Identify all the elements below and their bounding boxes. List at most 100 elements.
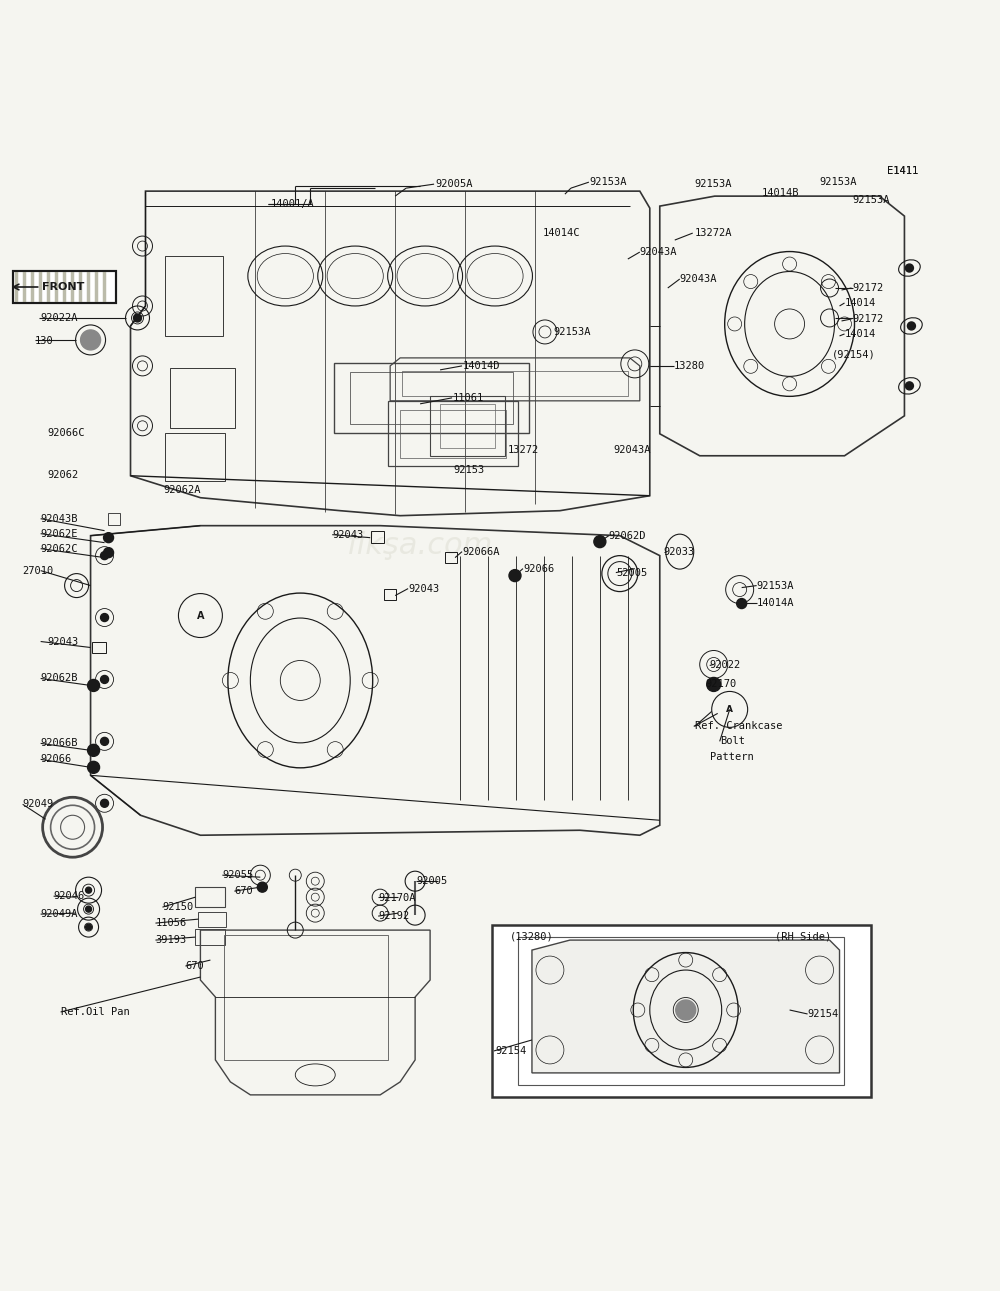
- Text: 92062D: 92062D: [609, 531, 646, 541]
- Text: 14001/A: 14001/A: [270, 199, 314, 209]
- Bar: [170, 368, 235, 427]
- Circle shape: [707, 678, 721, 692]
- Bar: [165, 432, 225, 480]
- Text: 13280: 13280: [674, 361, 705, 371]
- Circle shape: [86, 887, 92, 893]
- Text: 92153A: 92153A: [590, 177, 627, 187]
- Circle shape: [101, 551, 109, 559]
- Circle shape: [134, 314, 141, 321]
- Text: 92043B: 92043B: [41, 514, 78, 524]
- Text: 92062C: 92062C: [41, 544, 78, 554]
- Circle shape: [594, 536, 606, 547]
- Bar: [400, 409, 506, 458]
- Text: 92005: 92005: [416, 877, 447, 886]
- Bar: [224, 935, 388, 1060]
- Polygon shape: [13, 271, 116, 303]
- Text: 92043: 92043: [408, 584, 439, 594]
- Circle shape: [509, 569, 521, 581]
- Circle shape: [101, 675, 109, 683]
- Circle shape: [81, 330, 101, 350]
- Text: fikşa.com: fikşa.com: [347, 531, 493, 560]
- Bar: [350, 372, 513, 423]
- Text: 92005A: 92005A: [435, 179, 473, 190]
- Bar: [388, 400, 518, 466]
- Text: 92033: 92033: [664, 546, 695, 556]
- Text: (92154): (92154): [832, 350, 875, 360]
- Text: 670: 670: [185, 961, 204, 971]
- Text: 11056: 11056: [155, 918, 187, 928]
- Text: 92055: 92055: [222, 870, 254, 880]
- Bar: [430, 396, 505, 456]
- Bar: [195, 930, 225, 945]
- Text: 27010: 27010: [23, 565, 54, 576]
- Text: 92043: 92043: [332, 529, 363, 540]
- Text: 92046: 92046: [54, 891, 85, 901]
- Text: 92066: 92066: [41, 754, 72, 764]
- Text: (13280): (13280): [510, 931, 554, 941]
- Text: 92062E: 92062E: [41, 528, 78, 538]
- Text: A: A: [197, 611, 204, 621]
- Text: 92043A: 92043A: [680, 274, 717, 284]
- Polygon shape: [532, 940, 840, 1073]
- Text: 39193: 39193: [155, 935, 187, 945]
- Text: 92043: 92043: [48, 636, 79, 647]
- Text: Pattern: Pattern: [710, 753, 753, 763]
- Text: 92153A: 92153A: [695, 179, 732, 190]
- Text: 13272: 13272: [508, 445, 539, 454]
- Text: 92066B: 92066B: [41, 738, 78, 749]
- Bar: [198, 913, 226, 927]
- Circle shape: [86, 924, 92, 930]
- Text: 14014A: 14014A: [757, 598, 794, 608]
- Circle shape: [88, 745, 100, 757]
- Text: 92049: 92049: [23, 799, 54, 809]
- Text: 14014C: 14014C: [543, 229, 580, 238]
- Text: 14014D: 14014D: [463, 361, 501, 371]
- Circle shape: [257, 882, 267, 892]
- Bar: [165, 256, 223, 336]
- Text: 14014: 14014: [845, 298, 876, 309]
- Text: 130: 130: [35, 336, 53, 346]
- Text: 92022: 92022: [710, 661, 741, 670]
- Text: 670: 670: [234, 886, 253, 896]
- Bar: [440, 404, 495, 448]
- Text: 92043A: 92043A: [614, 445, 651, 454]
- Circle shape: [104, 547, 114, 558]
- Circle shape: [104, 533, 114, 542]
- Text: Ref.Oil Pan: Ref.Oil Pan: [61, 1007, 129, 1017]
- Text: 92049A: 92049A: [41, 909, 78, 919]
- Text: 92154: 92154: [495, 1046, 526, 1056]
- Text: 14014: 14014: [845, 329, 876, 340]
- Text: 92192: 92192: [378, 911, 409, 920]
- Text: 92153: 92153: [453, 465, 484, 475]
- Bar: [334, 363, 529, 432]
- Text: 92066: 92066: [523, 564, 554, 573]
- Bar: [195, 887, 225, 908]
- Bar: [371, 531, 384, 542]
- Text: 92154: 92154: [808, 1010, 839, 1019]
- Circle shape: [905, 382, 913, 390]
- Circle shape: [907, 321, 915, 330]
- Text: 92062A: 92062A: [163, 484, 201, 494]
- Text: 92153A: 92153A: [853, 195, 890, 205]
- Circle shape: [676, 1001, 696, 1020]
- Bar: [492, 926, 871, 1097]
- Text: (RH Side): (RH Side): [775, 931, 831, 941]
- Text: 11061: 11061: [453, 392, 484, 403]
- Circle shape: [905, 265, 913, 272]
- Text: 92170A: 92170A: [378, 893, 416, 904]
- Text: 92022A: 92022A: [41, 312, 78, 323]
- Text: 92172: 92172: [853, 314, 884, 324]
- Text: Bolt: Bolt: [720, 736, 745, 746]
- Bar: [108, 513, 120, 524]
- Circle shape: [88, 679, 100, 692]
- Bar: [92, 642, 106, 653]
- Text: Ref. Crankcase: Ref. Crankcase: [695, 722, 782, 732]
- Circle shape: [737, 599, 747, 608]
- Circle shape: [101, 799, 109, 807]
- Text: 92172: 92172: [853, 283, 884, 293]
- Text: 92062B: 92062B: [41, 674, 78, 683]
- Text: 92150: 92150: [162, 902, 194, 913]
- Text: 92153A: 92153A: [757, 581, 794, 590]
- Text: 14014B: 14014B: [762, 188, 799, 198]
- Circle shape: [101, 737, 109, 745]
